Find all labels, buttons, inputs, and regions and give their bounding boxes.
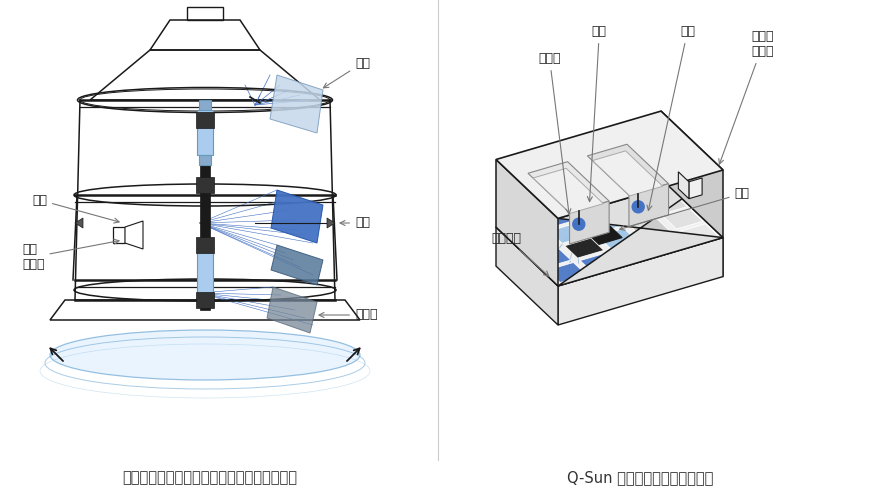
Text: 太阳眼
传感器: 太阳眼 传感器 xyxy=(719,30,774,164)
Polygon shape xyxy=(566,199,606,219)
Polygon shape xyxy=(197,110,213,155)
Polygon shape xyxy=(565,238,604,258)
Polygon shape xyxy=(501,218,540,239)
Polygon shape xyxy=(570,201,609,244)
Polygon shape xyxy=(516,233,556,253)
Polygon shape xyxy=(587,226,622,245)
Polygon shape xyxy=(646,234,685,253)
Polygon shape xyxy=(267,287,317,333)
Polygon shape xyxy=(593,151,663,196)
Polygon shape xyxy=(113,227,125,243)
Polygon shape xyxy=(196,292,214,308)
Polygon shape xyxy=(199,100,211,110)
Polygon shape xyxy=(615,204,654,224)
Polygon shape xyxy=(597,229,637,249)
Polygon shape xyxy=(196,177,214,193)
Polygon shape xyxy=(196,112,214,128)
Text: 背喷: 背喷 xyxy=(324,56,370,88)
Polygon shape xyxy=(689,178,702,199)
Polygon shape xyxy=(678,172,689,199)
Text: Q-Sun 符合以性能为基础的标准: Q-Sun 符合以性能为基础的标准 xyxy=(567,471,713,486)
Polygon shape xyxy=(582,214,621,234)
Polygon shape xyxy=(661,111,723,238)
Circle shape xyxy=(632,201,645,213)
Polygon shape xyxy=(633,180,672,200)
Polygon shape xyxy=(496,160,558,286)
Text: 光照
传感器: 光照 传感器 xyxy=(22,239,119,271)
Text: 喷嘴: 喷嘴 xyxy=(647,25,695,211)
Polygon shape xyxy=(630,219,670,239)
Polygon shape xyxy=(599,189,639,210)
Circle shape xyxy=(573,218,585,230)
Polygon shape xyxy=(197,245,213,295)
Text: 氙灯: 氙灯 xyxy=(32,194,119,223)
Polygon shape xyxy=(661,179,723,276)
Polygon shape xyxy=(532,248,571,268)
Polygon shape xyxy=(629,184,669,227)
Polygon shape xyxy=(196,237,214,253)
Polygon shape xyxy=(533,209,573,229)
Polygon shape xyxy=(270,75,323,133)
Polygon shape xyxy=(580,253,620,273)
Polygon shape xyxy=(558,170,723,286)
Polygon shape xyxy=(75,218,83,228)
Polygon shape xyxy=(588,144,669,195)
Polygon shape xyxy=(271,245,323,285)
Polygon shape xyxy=(558,238,723,325)
Text: 转鼓式样品安装系统符合以硬件为基础的标准: 转鼓式样品安装系统符合以硬件为基础的标准 xyxy=(123,471,298,486)
Polygon shape xyxy=(271,190,323,243)
Text: 样品架: 样品架 xyxy=(319,308,378,321)
Text: 喷淋: 喷淋 xyxy=(340,217,370,230)
Polygon shape xyxy=(496,111,723,219)
Polygon shape xyxy=(496,179,723,286)
Polygon shape xyxy=(496,227,558,325)
Polygon shape xyxy=(125,221,143,249)
Text: 氙灯: 氙灯 xyxy=(588,25,607,202)
Polygon shape xyxy=(200,115,210,310)
Polygon shape xyxy=(547,262,587,282)
Polygon shape xyxy=(663,209,703,229)
Text: 测试样品: 测试样品 xyxy=(492,233,549,276)
Ellipse shape xyxy=(50,330,360,380)
Polygon shape xyxy=(648,194,687,215)
Polygon shape xyxy=(613,243,653,263)
Polygon shape xyxy=(327,218,335,228)
Polygon shape xyxy=(199,155,211,165)
Text: 黑板: 黑板 xyxy=(620,187,749,231)
Polygon shape xyxy=(533,168,604,214)
Text: 过滤器: 过滤器 xyxy=(539,52,571,214)
Polygon shape xyxy=(528,162,609,213)
Polygon shape xyxy=(679,224,718,244)
Polygon shape xyxy=(549,224,589,244)
